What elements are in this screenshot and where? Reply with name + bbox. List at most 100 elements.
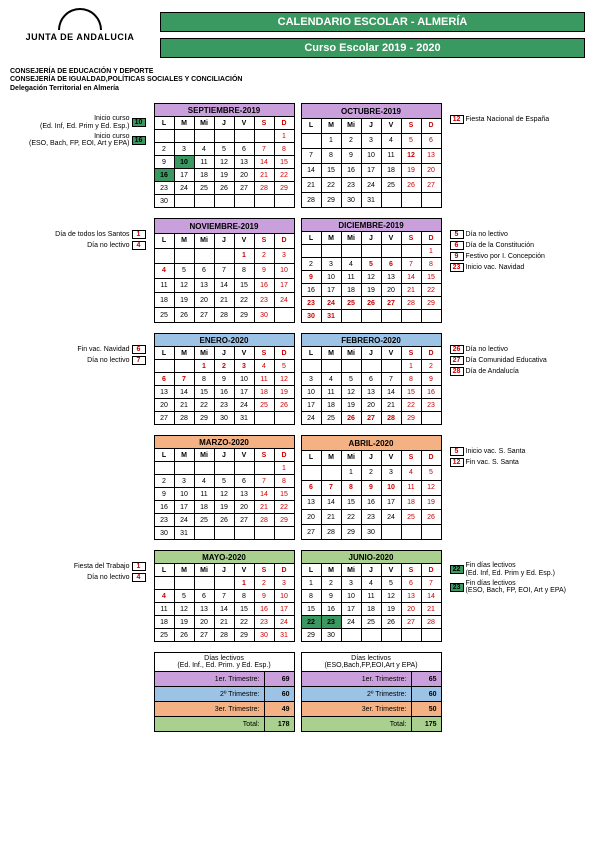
day-cell: 15 <box>194 386 214 399</box>
day-cell: 25 <box>321 412 341 425</box>
day-cell: 2 <box>254 577 274 590</box>
day-cell: 15 <box>321 163 341 178</box>
day-cell: 17 <box>174 501 194 514</box>
day-cell <box>254 527 274 540</box>
month-table: FEBRERO-2020LMMiJVSD12345678910111213141… <box>301 333 442 425</box>
note-box: 5 <box>450 230 464 239</box>
day-cell: 16 <box>254 603 274 616</box>
day-cell <box>234 462 254 475</box>
day-cell: 13 <box>194 278 214 293</box>
day-cell: 20 <box>234 169 254 182</box>
notes-left: Inicio curso(Ed. Inf, Ed. Prim y Ed. Esp… <box>21 103 146 150</box>
day-cell: 9 <box>421 373 441 386</box>
day-cell <box>381 245 401 258</box>
day-cell: 16 <box>154 501 174 514</box>
day-cell: 10 <box>361 148 381 163</box>
day-cell: 25 <box>341 297 361 310</box>
note: 6Día de la Constitución <box>450 241 575 250</box>
note-box: 12 <box>450 115 464 124</box>
day-cell: 15 <box>401 386 421 399</box>
day-header: M <box>174 564 194 577</box>
day-cell: 5 <box>401 133 421 148</box>
day-cell: 23 <box>321 616 341 629</box>
day-cell <box>154 248 174 263</box>
day-header: J <box>214 449 234 462</box>
day-cell: 29 <box>341 525 361 540</box>
note-box: 12 <box>450 458 464 467</box>
day-cell: 30 <box>301 310 321 323</box>
day-cell: 17 <box>381 495 401 510</box>
note: 12Fin vac. S. Santa <box>450 458 575 467</box>
day-cell: 26 <box>214 182 234 195</box>
day-cell: 15 <box>341 495 361 510</box>
day-cell: 22 <box>421 284 441 297</box>
note-box: 28 <box>450 367 464 376</box>
day-cell: 29 <box>274 182 294 195</box>
day-cell: 11 <box>401 480 421 495</box>
day-cell <box>154 360 174 373</box>
day-cell: 14 <box>214 278 234 293</box>
day-cell: 12 <box>214 156 234 169</box>
note: 12Fiesta Nacional de España <box>450 115 575 124</box>
day-cell <box>174 360 194 373</box>
notes-left <box>21 435 146 447</box>
calendar-row: Fin vac. Navidad6Día no lectivo7ENERO-20… <box>10 333 585 425</box>
month-header: FEBRERO-2020 <box>301 334 441 347</box>
day-cell: 31 <box>361 193 381 208</box>
day-cell: 31 <box>321 310 341 323</box>
summary-title: Días lectivos(Ed. Inf., Ed. Prim. y Ed. … <box>154 653 294 672</box>
day-cell: 4 <box>154 590 174 603</box>
day-cell: 5 <box>274 360 294 373</box>
day-cell: 24 <box>274 293 294 308</box>
day-header: D <box>421 119 441 134</box>
day-cell: 14 <box>254 488 274 501</box>
day-cell: 7 <box>214 263 234 278</box>
day-cell: 1 <box>274 130 294 143</box>
month-table: DICIEMBRE-2019LMMiJVSD123456789101112131… <box>301 218 442 323</box>
summary-value: 60 <box>264 687 294 702</box>
day-cell: 20 <box>154 399 174 412</box>
day-cell: 21 <box>321 510 341 525</box>
notes-left: Día de todos los Santos1Día no lectivo4 <box>21 218 146 252</box>
month-table: MAYO-2020LMMiJVSD12345678910111213141516… <box>154 550 295 642</box>
day-cell: 29 <box>234 308 254 323</box>
day-cell: 2 <box>154 475 174 488</box>
note: Inicio curso(ESO, Bach, FP, EOI, Art y E… <box>21 133 146 148</box>
day-cell: 10 <box>274 590 294 603</box>
day-cell: 3 <box>381 465 401 480</box>
day-cell: 5 <box>174 590 194 603</box>
day-cell <box>361 245 381 258</box>
day-cell: 4 <box>341 258 361 271</box>
day-header: M <box>321 451 341 466</box>
day-cell: 1 <box>234 248 254 263</box>
day-header: M <box>321 119 341 134</box>
day-cell: 7 <box>301 148 321 163</box>
day-cell: 31 <box>234 412 254 425</box>
day-header: L <box>301 232 321 245</box>
notes-right: 12Fiesta Nacional de España <box>450 103 575 126</box>
day-cell: 4 <box>194 475 214 488</box>
day-cell: 27 <box>234 182 254 195</box>
day-cell: 9 <box>254 590 274 603</box>
day-cell: 16 <box>341 163 361 178</box>
day-cell: 2 <box>361 465 381 480</box>
month-table: NOVIEMBRE-2019LMMiJVSD123456789101112131… <box>154 218 295 323</box>
day-cell: 15 <box>234 603 254 616</box>
day-cell: 22 <box>321 178 341 193</box>
day-cell: 21 <box>301 178 321 193</box>
note-box: 23 <box>450 583 464 592</box>
day-cell: 12 <box>341 386 361 399</box>
day-cell: 10 <box>234 373 254 386</box>
day-cell <box>421 412 441 425</box>
note-text: Inicio curso(ESO, Bach, FP, EOI, Art y E… <box>29 133 130 148</box>
day-header: S <box>254 117 274 130</box>
day-cell: 24 <box>274 616 294 629</box>
day-cell: 4 <box>254 360 274 373</box>
day-cell: 1 <box>301 577 321 590</box>
day-cell: 16 <box>154 169 174 182</box>
note-box: 1 <box>132 230 146 239</box>
summary-value: 49 <box>264 702 294 717</box>
note: Fin vac. Navidad6 <box>21 345 146 354</box>
subheader: CONSEJERÍA DE EDUCACIÓN Y DEPORTE CONSEJ… <box>10 68 585 93</box>
day-cell: 13 <box>381 271 401 284</box>
